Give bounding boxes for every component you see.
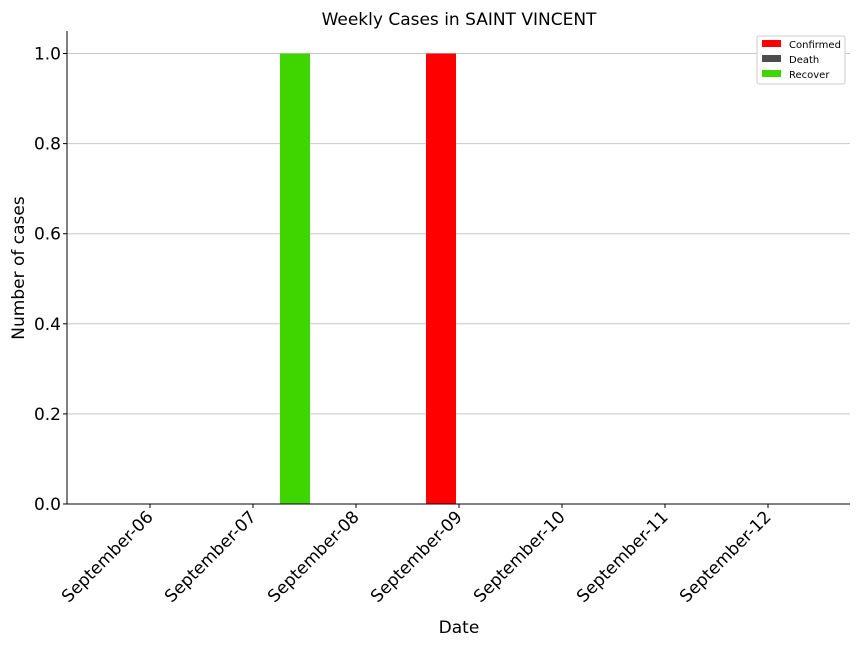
x-axis-label: Date <box>439 618 480 638</box>
bar-confirmed-september-09 <box>426 53 456 505</box>
x-ticks: September-06 September-07 September-08 Sept… <box>58 507 775 606</box>
legend: Confirmed Death Recover <box>756 35 846 85</box>
legend-swatch-recover <box>762 70 781 77</box>
legend-swatch-death <box>762 55 781 62</box>
legend-label-confirmed: Confirmed <box>789 40 841 51</box>
y-tick-label: 0.2 <box>34 405 61 425</box>
y-tick-label: 0.6 <box>34 225 61 245</box>
y-axis-label: Number of cases <box>9 196 29 340</box>
x-tick-label: September-12 <box>676 507 775 606</box>
legend-swatch-confirmed <box>762 40 781 47</box>
y-tick-label: 0.8 <box>34 135 61 155</box>
x-tick-label: September-11 <box>573 507 672 606</box>
x-tick-label: September-08 <box>264 507 363 606</box>
bars <box>280 53 456 505</box>
y-ticks: 0.0 0.2 0.4 0.6 0.8 1.0 <box>34 45 61 515</box>
x-tick-label: September-06 <box>58 507 157 606</box>
x-tick-label: September-09 <box>367 507 466 606</box>
y-tick-label: 1.0 <box>34 45 61 65</box>
axes <box>63 31 850 508</box>
y-tick-label: 0.0 <box>34 495 61 515</box>
legend-label-death: Death <box>789 55 819 66</box>
grid-lines <box>67 53 850 415</box>
bar-recover-september-07 <box>280 53 310 505</box>
x-tick-label: September-10 <box>470 507 569 606</box>
chart-title: Weekly Cases in SAINT VINCENT <box>322 10 597 30</box>
legend-label-recover: Recover <box>789 70 830 81</box>
x-tick-label: September-07 <box>161 507 260 606</box>
y-tick-label: 0.4 <box>34 315 61 335</box>
